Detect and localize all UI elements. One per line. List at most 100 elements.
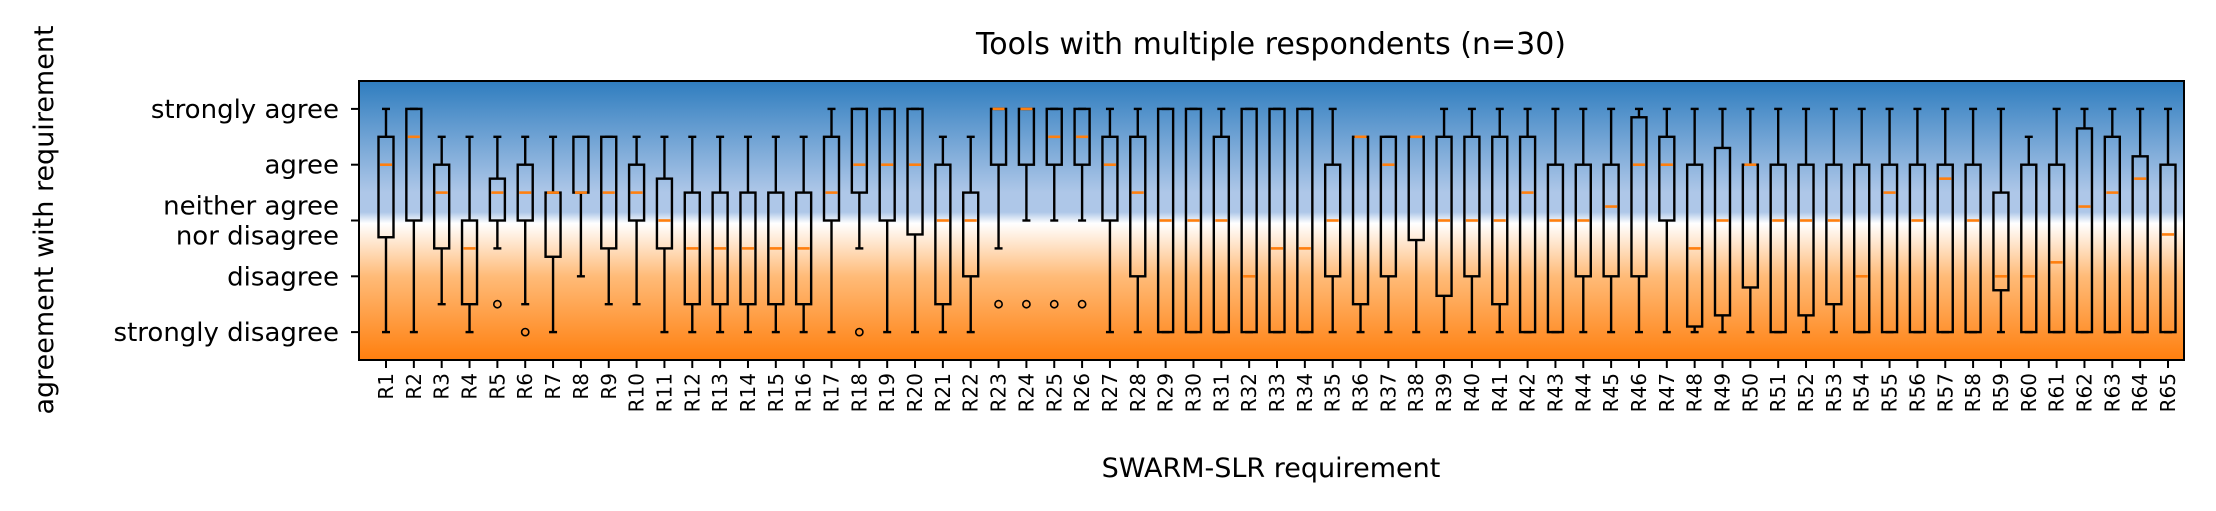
box-R51 <box>1769 107 1787 334</box>
box-body <box>1045 107 1063 166</box>
x-tick-label: R14 <box>736 373 760 412</box>
box-R24 <box>1017 107 1036 309</box>
box-R54 <box>1853 107 1871 334</box>
x-tick-label: R61 <box>2045 373 2069 412</box>
x-tick-label: R24 <box>1014 373 1038 412</box>
x-tick-label: R64 <box>2128 373 2152 412</box>
x-tick-label: R9 <box>597 373 621 400</box>
x-tick-label: R17 <box>820 373 844 412</box>
x-tick-label: R62 <box>2072 373 2096 412</box>
box-body <box>1435 135 1453 298</box>
box-R18 <box>850 107 869 337</box>
x-tick-label: R22 <box>959 373 983 412</box>
box-R49 <box>1713 107 1732 334</box>
x-tick-label: R47 <box>1655 373 1679 412</box>
x-tick-label: R4 <box>458 373 482 400</box>
box-body <box>1908 163 1927 334</box>
box-body <box>1936 163 1954 334</box>
box-body <box>1101 135 1119 222</box>
x-tick-label: R30 <box>1181 373 1205 412</box>
x-tick-label: R8 <box>569 373 593 400</box>
box-R48 <box>1685 107 1704 334</box>
box-R30 <box>1184 107 1203 334</box>
y-axis-label: agreement with requirement <box>29 25 60 414</box>
box-body <box>405 107 423 222</box>
x-tick-label: R21 <box>931 373 955 412</box>
box-R29 <box>1156 107 1175 334</box>
x-tick-label: R54 <box>1850 373 1874 412</box>
x-tick-label: R59 <box>1989 373 2013 412</box>
box-R15 <box>767 135 785 334</box>
box-R37 <box>1379 135 1398 334</box>
x-tick-label: R27 <box>1098 373 1122 412</box>
x-tick-label: R15 <box>764 373 788 412</box>
box-R59 <box>1992 107 2010 334</box>
box-body <box>655 177 674 250</box>
x-tick-label: R5 <box>485 373 509 400</box>
box-R47 <box>1658 107 1676 334</box>
y-tick-label: nor disagree <box>176 222 339 252</box>
box-body <box>1992 191 2010 292</box>
box-body <box>794 191 813 306</box>
box-R56 <box>1908 107 1927 334</box>
box-body <box>1323 163 1342 278</box>
x-tick-label: R45 <box>1599 373 1623 412</box>
x-tick-label: R2 <box>402 373 426 400</box>
x-tick-label: R44 <box>1571 373 1595 412</box>
x-tick-label: R20 <box>903 373 927 412</box>
box-body <box>1853 163 1871 334</box>
box-R27 <box>1101 107 1119 334</box>
box-R44 <box>1574 107 1592 334</box>
box-R40 <box>1463 107 1481 334</box>
box-R32 <box>1240 107 1258 334</box>
x-tick-label: R1 <box>374 373 398 400</box>
box-R63 <box>2103 107 2122 334</box>
box-body <box>1379 135 1398 278</box>
box-R35 <box>1323 107 1342 334</box>
x-tick-label: R63 <box>2100 373 2124 412</box>
box-body <box>627 163 646 222</box>
box-body <box>377 135 395 239</box>
box-body <box>460 219 479 306</box>
y-tick-label: agree <box>264 151 339 181</box>
x-tick-label: R42 <box>1516 373 1540 412</box>
box-body <box>1212 135 1231 334</box>
x-tick-label: R46 <box>1627 373 1651 412</box>
box-R4 <box>460 135 479 334</box>
box-R22 <box>962 135 980 334</box>
box-R42 <box>1518 107 1537 334</box>
box-R53 <box>1825 107 1843 334</box>
box-R5 <box>488 135 507 309</box>
x-tick-label: R25 <box>1042 373 1066 412</box>
box-body <box>1296 107 1314 334</box>
x-tick-label: R26 <box>1070 373 1094 412</box>
box-body <box>1630 116 1648 278</box>
box-body <box>1964 163 1982 334</box>
box-R21 <box>934 135 952 334</box>
box-R16 <box>794 135 813 334</box>
x-tick-label: R35 <box>1321 373 1345 412</box>
y-tick-label: strongly agree <box>151 95 339 125</box>
box-R33 <box>1268 107 1286 334</box>
outlier-point <box>520 327 530 337</box>
box-body <box>1491 135 1509 306</box>
box-body <box>739 191 757 306</box>
x-tick-label: R6 <box>513 373 537 400</box>
box-R7 <box>544 135 562 334</box>
x-tick-label: R56 <box>1905 373 1929 412</box>
x-tick-label: R49 <box>1711 373 1735 412</box>
box-body <box>516 163 534 222</box>
box-R13 <box>711 135 729 334</box>
box-body <box>1156 107 1175 334</box>
x-tick-label: R32 <box>1237 373 1261 412</box>
box-R14 <box>739 135 757 334</box>
x-tick-label: R3 <box>430 373 454 400</box>
box-R65 <box>2159 107 2177 334</box>
outlier-point <box>1077 299 1087 309</box>
box-body <box>934 163 952 306</box>
x-tick-label: R33 <box>1265 373 1289 412</box>
box-R10 <box>627 135 646 306</box>
box-body <box>1129 135 1147 278</box>
